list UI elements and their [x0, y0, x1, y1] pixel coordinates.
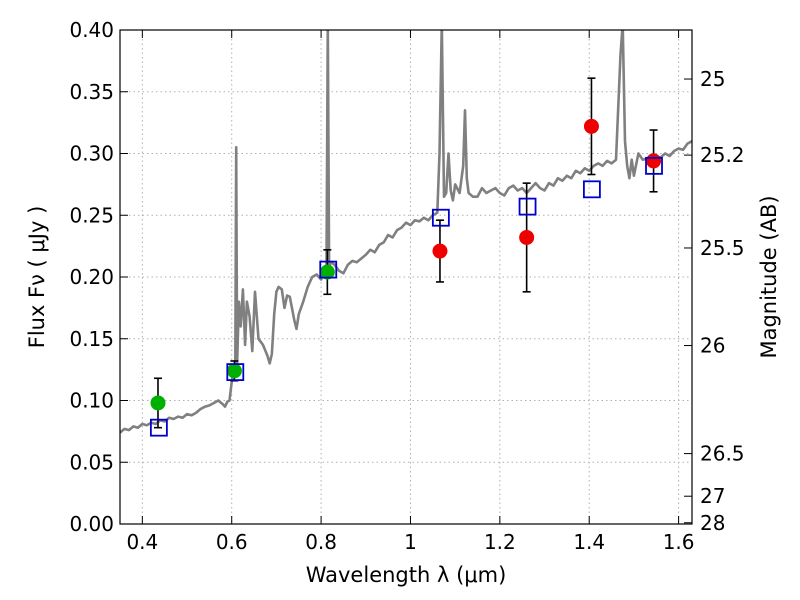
y-tick-label: 0.10 — [69, 389, 114, 413]
y-tick-label: 0.40 — [69, 18, 114, 42]
y2-tick-label: 25.5 — [700, 236, 745, 260]
y-tick-label: 0.25 — [69, 203, 114, 227]
y-tick-label: 0.20 — [69, 265, 114, 289]
spectrum-layer — [120, 30, 692, 434]
y-tick-label: 0.30 — [69, 142, 114, 166]
y-tick-label: 0.05 — [69, 450, 114, 474]
y2-tick-label: 27 — [700, 484, 725, 508]
x-tick-label: 1.4 — [573, 530, 605, 554]
red-data-point — [583, 118, 599, 134]
model-square-marker — [319, 260, 338, 279]
spectrum-line — [120, 30, 692, 434]
model-square-marker — [518, 197, 537, 216]
y-tick-label: 0.15 — [69, 327, 114, 351]
x-tick-label: 0.4 — [126, 530, 158, 554]
y2-tick-label: 25.2 — [700, 143, 745, 167]
x-tick-label: 0.8 — [305, 530, 337, 554]
model-square-marker — [226, 363, 245, 381]
y2-tick-label: 28 — [700, 511, 725, 535]
x-tick-label: 0.6 — [216, 530, 248, 554]
y-axis-label: Flux Fν ( μJy ) — [25, 206, 49, 349]
y-tick-label: 0.35 — [69, 80, 114, 104]
red-data-point — [646, 153, 662, 169]
model-square-marker — [645, 156, 663, 175]
x-tick-label: 1.2 — [484, 530, 516, 554]
tick-labels: 0.4 0.6 0.8 1 1.2 1.4 1.6 0.00 0.05 0.10 0.15 0.20 0… — [69, 18, 744, 554]
model-square-marker — [431, 208, 450, 227]
y-tick-label: 0.00 — [69, 512, 114, 536]
x-tick-label: 1.6 — [663, 530, 695, 554]
x-tick-label: 1 — [404, 530, 417, 554]
grid-lines — [120, 30, 692, 524]
green-data-point — [319, 264, 335, 280]
y2-tick-label: 26 — [700, 334, 725, 358]
model-square-layer — [149, 156, 663, 437]
model-square-marker — [583, 180, 601, 199]
x-axis-label: Wavelength λ (μm) — [306, 563, 507, 587]
y2-tick-label: 26.5 — [700, 442, 745, 466]
model-square-marker — [149, 418, 168, 437]
green-data-point — [150, 395, 166, 411]
red-data-point — [432, 243, 448, 259]
green-data-point — [226, 363, 242, 379]
axis-ticks — [120, 29, 692, 525]
y2-tick-label: 25 — [700, 67, 725, 91]
y2-axis-label: Magnitude (AB) — [757, 195, 781, 358]
red-data-point — [519, 229, 535, 245]
